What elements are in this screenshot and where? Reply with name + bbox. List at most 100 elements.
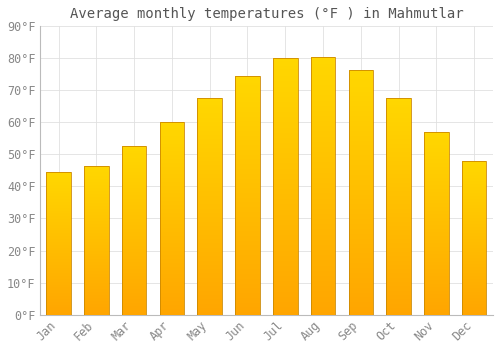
Bar xyxy=(462,268,486,270)
Bar xyxy=(462,241,486,242)
Bar xyxy=(235,307,260,310)
Bar xyxy=(84,240,108,241)
Bar xyxy=(348,266,373,268)
Bar xyxy=(198,189,222,191)
Bar xyxy=(122,256,146,257)
Bar xyxy=(235,229,260,231)
Bar xyxy=(46,225,71,226)
Bar xyxy=(122,148,146,150)
Bar xyxy=(348,307,373,310)
Bar xyxy=(462,216,486,218)
Bar xyxy=(46,172,71,315)
Bar xyxy=(462,179,486,181)
Bar xyxy=(424,170,448,172)
Bar xyxy=(462,184,486,186)
Title: Average monthly temperatures (°F ) in Mahmutlar: Average monthly temperatures (°F ) in Ma… xyxy=(70,7,463,21)
Bar xyxy=(273,110,297,112)
Bar xyxy=(46,201,71,202)
Bar xyxy=(273,99,297,102)
Bar xyxy=(273,86,297,89)
Bar xyxy=(462,178,486,179)
Bar xyxy=(235,233,260,236)
Bar xyxy=(122,160,146,162)
Bar xyxy=(160,205,184,207)
Bar xyxy=(310,307,336,309)
Bar xyxy=(46,265,71,266)
Bar xyxy=(235,260,260,262)
Bar xyxy=(122,178,146,180)
Bar xyxy=(84,206,108,207)
Bar xyxy=(273,66,297,69)
Bar xyxy=(235,138,260,140)
Bar xyxy=(348,143,373,146)
Bar xyxy=(424,214,448,216)
Bar xyxy=(160,228,184,230)
Bar xyxy=(198,172,222,174)
Bar xyxy=(160,292,184,293)
Bar xyxy=(424,285,448,287)
Bar xyxy=(84,166,108,315)
Bar xyxy=(348,116,373,119)
Bar xyxy=(160,230,184,232)
Bar xyxy=(273,294,297,297)
Bar xyxy=(310,204,336,206)
Bar xyxy=(348,293,373,295)
Bar xyxy=(273,253,297,255)
Bar xyxy=(160,303,184,305)
Bar xyxy=(160,191,184,194)
Bar xyxy=(235,95,260,97)
Bar xyxy=(462,301,486,302)
Bar xyxy=(160,159,184,161)
Bar xyxy=(198,295,222,297)
Bar xyxy=(198,139,222,142)
Bar xyxy=(46,259,71,260)
Bar xyxy=(386,105,411,107)
Bar xyxy=(273,163,297,166)
Bar xyxy=(46,223,71,225)
Bar xyxy=(122,231,146,232)
Bar xyxy=(462,172,486,173)
Bar xyxy=(160,201,184,203)
Bar xyxy=(310,67,336,70)
Bar xyxy=(462,304,486,305)
Bar xyxy=(424,289,448,291)
Bar xyxy=(122,162,146,163)
Bar xyxy=(198,176,222,178)
Bar xyxy=(348,234,373,236)
Bar xyxy=(424,225,448,227)
Bar xyxy=(84,273,108,274)
Bar xyxy=(348,246,373,248)
Bar xyxy=(386,109,411,111)
Bar xyxy=(46,267,71,269)
Bar xyxy=(424,260,448,262)
Bar xyxy=(122,232,146,234)
Bar xyxy=(310,139,336,142)
Bar xyxy=(160,176,184,178)
Bar xyxy=(160,170,184,172)
Bar xyxy=(46,181,71,182)
Bar xyxy=(122,212,146,214)
Bar xyxy=(310,126,336,129)
Bar xyxy=(424,227,448,229)
Bar xyxy=(310,201,336,204)
Bar xyxy=(46,240,71,242)
Bar xyxy=(84,219,108,221)
Bar xyxy=(122,150,146,152)
Bar xyxy=(348,138,373,141)
Bar xyxy=(386,211,411,213)
Bar xyxy=(235,276,260,279)
Bar xyxy=(310,72,336,75)
Bar xyxy=(310,191,336,194)
Bar xyxy=(273,122,297,125)
Bar xyxy=(273,297,297,299)
Bar xyxy=(160,151,184,153)
Bar xyxy=(46,312,71,313)
Bar xyxy=(84,279,108,280)
Bar xyxy=(84,255,108,257)
Bar xyxy=(424,243,448,245)
Bar xyxy=(462,310,486,312)
Bar xyxy=(198,196,222,198)
Bar xyxy=(424,229,448,231)
Bar xyxy=(348,175,373,177)
Bar xyxy=(46,199,71,201)
